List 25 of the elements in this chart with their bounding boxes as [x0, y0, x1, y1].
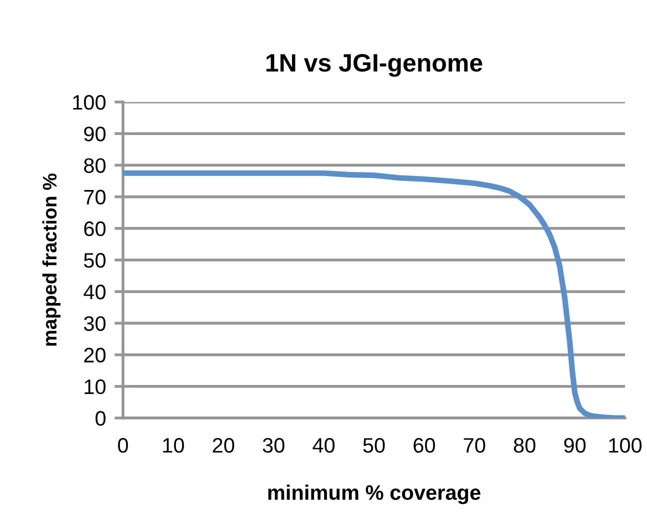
- x-tick-label: 60: [414, 438, 435, 453]
- x-tick-label: 90: [564, 438, 586, 453]
- chart-title: 1N vs JGI-genome: [266, 54, 482, 77]
- x-tick-label: 80: [514, 438, 536, 453]
- y-tick-label: 40: [84, 284, 106, 300]
- y-tick-label: 20: [84, 348, 106, 363]
- y-tick-label: 0: [96, 411, 106, 426]
- y-tick-label: 100: [73, 95, 106, 110]
- y-tick-label: 90: [84, 126, 106, 142]
- x-tick-label: 100: [609, 438, 642, 453]
- y-tick-label: 50: [84, 253, 106, 268]
- x-tick-label: 20: [212, 438, 234, 453]
- y-tick-label: 80: [84, 158, 106, 173]
- x-axis-title: minimum % coverage: [268, 484, 480, 504]
- y-tick-label: 10: [84, 379, 106, 394]
- y-tick-label: 60: [84, 221, 106, 236]
- x-tick-label: 50: [363, 438, 385, 453]
- x-tick-label: 30: [262, 438, 284, 453]
- y-axis-title: mapped fraction %: [42, 174, 60, 346]
- y-tick-label: 30: [84, 316, 106, 331]
- x-tick-label: 40: [312, 438, 335, 453]
- y-tick-label: 70: [84, 190, 106, 205]
- x-tick-label: 10: [163, 438, 184, 453]
- x-tick-label: 0: [118, 438, 128, 453]
- x-tick-label: 70: [464, 438, 486, 453]
